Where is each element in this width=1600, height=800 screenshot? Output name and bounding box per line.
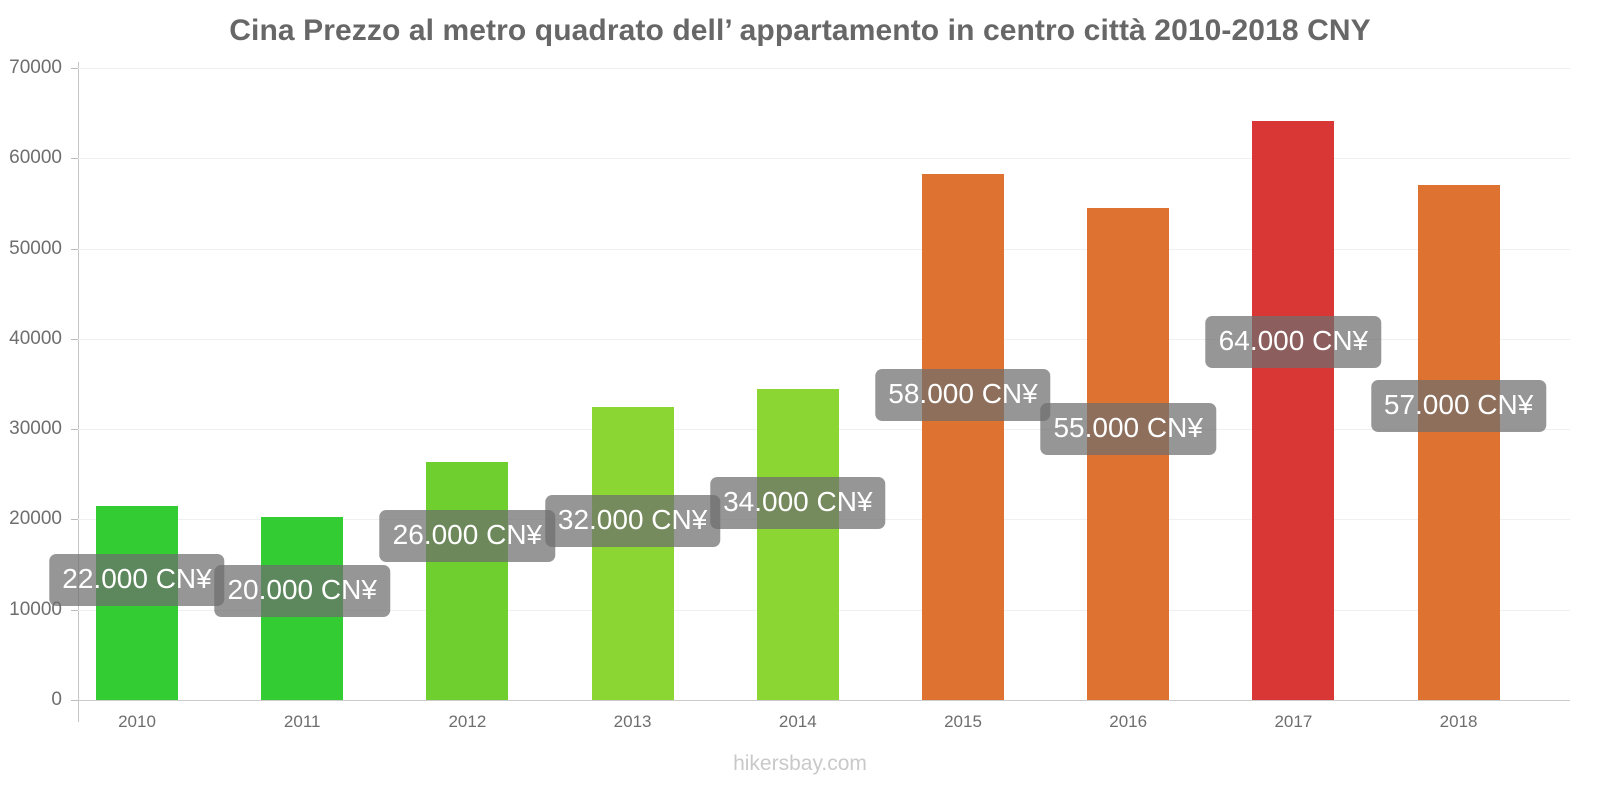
bar-value-label: 26.000 CN¥ (379, 509, 556, 562)
chart-title: Cina Prezzo al metro quadrato dell’ appa… (229, 14, 1371, 47)
y-axis-label: 10000 (9, 598, 62, 620)
y-axis-tick (71, 700, 78, 701)
y-axis-label: 60000 (9, 147, 62, 169)
y-axis-label: 40000 (9, 327, 62, 349)
x-axis-label: 2017 (1274, 712, 1313, 731)
bar-value-label: 32.000 CN¥ (544, 495, 721, 548)
y-axis-tick (71, 519, 78, 521)
gridline (78, 338, 1570, 340)
y-axis-tick (71, 248, 78, 250)
bar[interactable] (426, 461, 509, 700)
bar-value-label: 64.000 CN¥ (1205, 316, 1382, 369)
source-watermark: hikersbay.com (733, 752, 867, 775)
x-axis-label: 2012 (448, 712, 487, 731)
y-axis-label: 30000 (9, 418, 62, 440)
bar-value-label: 20.000 CN¥ (214, 564, 390, 617)
gridline (78, 248, 1570, 250)
y-axis-label: 50000 (9, 237, 62, 259)
y-axis-label: 70000 (9, 57, 62, 78)
x-axis-label: 2013 (613, 712, 652, 731)
x-axis-label: 2016 (1109, 712, 1148, 731)
bar-value-label: 57.000 CN¥ (1370, 380, 1547, 433)
x-axis-label: 2014 (778, 712, 817, 731)
bar[interactable] (1252, 121, 1335, 700)
bar-value-label: 34.000 CN¥ (710, 477, 886, 530)
bar[interactable] (756, 389, 839, 700)
x-axis-label: 2010 (118, 712, 156, 731)
x-axis-label: 2015 (944, 712, 982, 731)
x-axis-label: 2011 (283, 712, 321, 731)
bar-value-label: 58.000 CN¥ (875, 368, 1051, 421)
y-axis-label: 0 (51, 689, 62, 710)
gridline (78, 68, 1570, 69)
y-axis-tick (71, 158, 78, 160)
x-axis-label: 2018 (1439, 712, 1478, 731)
y-axis-tick (71, 338, 78, 340)
bar-value-label: 55.000 CN¥ (1040, 402, 1216, 455)
y-axis-line (78, 62, 79, 722)
bar[interactable] (591, 407, 674, 700)
gridline (78, 700, 1570, 701)
bar[interactable] (922, 173, 1004, 700)
y-axis-label: 20000 (9, 508, 62, 530)
y-axis-tick (71, 609, 78, 611)
y-axis-tick (71, 68, 78, 69)
plot-area (78, 68, 1570, 701)
bar[interactable] (1417, 185, 1500, 700)
gridline (78, 158, 1570, 160)
y-axis-tick (71, 429, 78, 431)
bar-value-label: 22.000 CN¥ (49, 553, 225, 606)
